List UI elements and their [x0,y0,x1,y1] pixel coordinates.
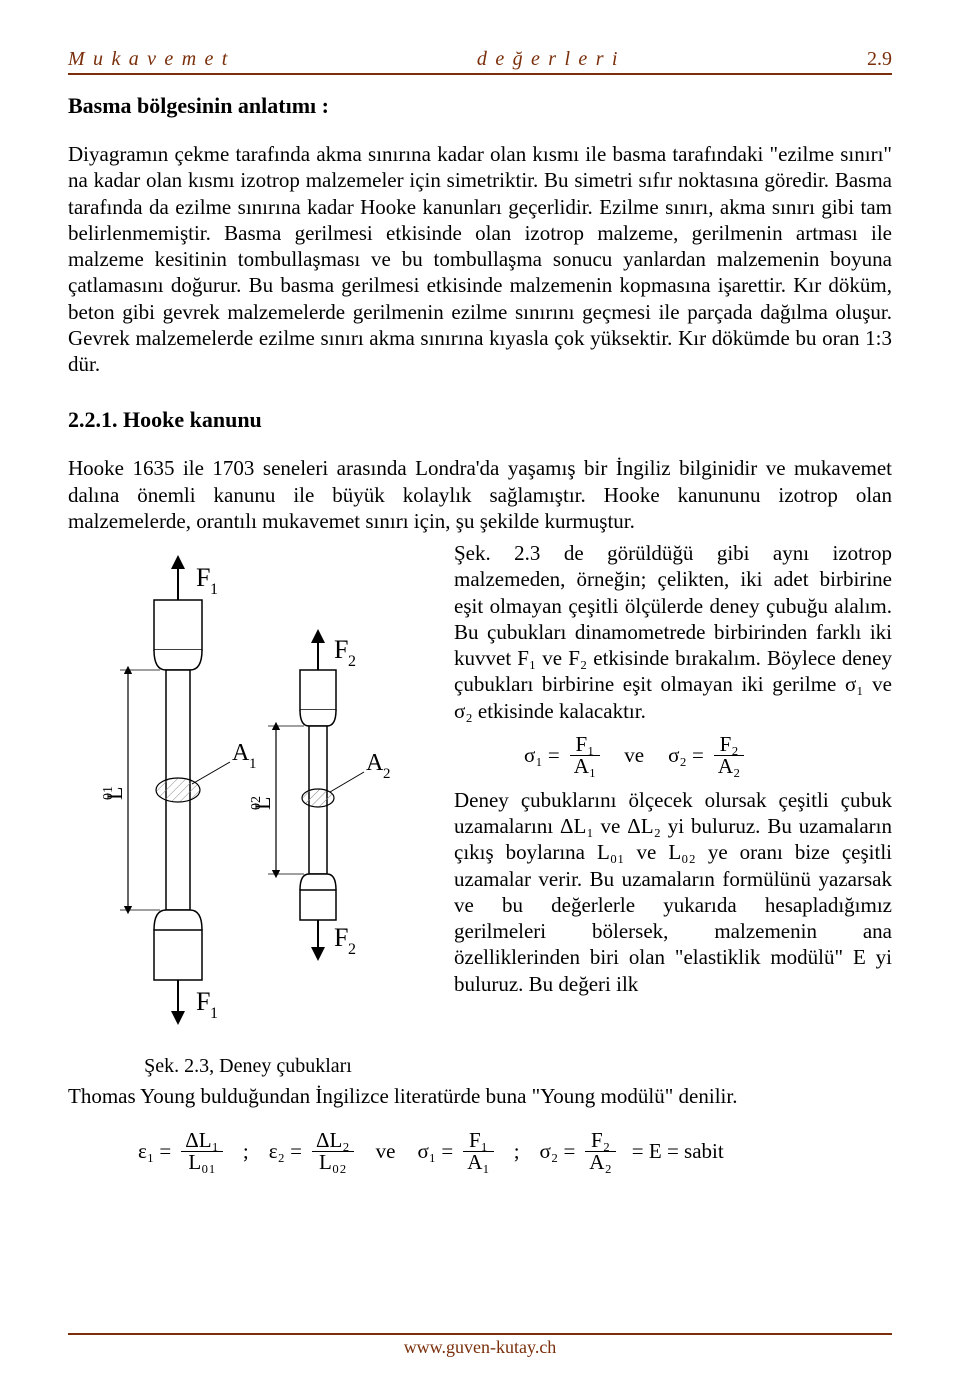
eq-sigma2b-den: A₂ [585,1152,616,1173]
rhs-para-1: Şek. 2.3 de görüldüğü gibi aynı izotrop … [454,540,892,724]
eq-sigma2b-frac: F₂ A₂ [585,1130,616,1173]
young-modulus-line: Thomas Young bulduğundan İngilizce liter… [68,1084,892,1109]
running-head-right: değerleri [477,48,626,71]
subhead: Basma bölgesinin anlatımı : [68,93,892,119]
eq-sigma2b-num: F₂ [585,1130,616,1152]
eq-eps1-num: ΔL₁ [181,1130,223,1152]
svg-text:F: F [334,635,348,664]
page: Mukavemet değerleri 2.9 Basma bölgesinin… [0,0,960,1243]
svg-text:A: A [232,740,250,766]
running-head: Mukavemet değerleri 2.9 [68,48,892,75]
eq-eps2-lhs: ε₂ = [269,1139,302,1164]
eq-sigma1-frac: F₁ A₁ [570,734,601,777]
figure-2-3: F 1 F 1 A 1 [68,540,428,1045]
svg-text:F: F [334,923,348,952]
eq-sigma1-den: A₁ [570,756,601,777]
specimen-diagram: F 1 F 1 A 1 [68,540,428,1040]
svg-text:F: F [196,987,210,1016]
figure-column: F 1 F 1 A 1 [68,540,428,1078]
svg-text:F: F [196,563,210,592]
eq-semi-2: ; [514,1139,520,1164]
eq-sigma1b-num: F₁ [463,1130,494,1152]
section-heading: 2.2.1. Hooke kanunu [68,407,892,433]
eq-eps1-den: L₀₁ [181,1152,223,1173]
figure-caption: Şek. 2.3, Deney çubukları [68,1055,428,1078]
eq-eps2-frac: ΔL₂ L₀₂ [312,1130,354,1173]
paragraph-2: Hooke 1635 ile 1703 seneleri arasında Lo… [68,455,892,534]
paragraph-1: Diyagramın çekme tarafında akma sınırına… [68,141,892,377]
eq-sigma1b-den: A₁ [463,1152,494,1173]
rhs-para-2: Deney çubuklarını ölçecek olursak çeşitl… [454,787,892,997]
eq-sigma1b-frac: F₁ A₁ [463,1130,494,1173]
eq-sigma2-den: A₂ [714,756,745,777]
right-column: Şek. 2.3 de görüldüğü gibi aynı izotrop … [454,540,892,997]
svg-text:1: 1 [210,1005,218,1022]
eq-eps1-frac: ΔL₁ L₀₁ [181,1130,223,1173]
eq-sigma1-num: F₁ [570,734,601,756]
svg-text:1: 1 [210,581,218,598]
eq-sigma1b-lhs: σ₁ = [417,1139,453,1164]
svg-text:2: 2 [383,766,391,782]
svg-text:A: A [366,750,384,776]
svg-text:02: 02 [249,796,264,810]
svg-text:2: 2 [348,653,356,670]
equation-sigma: σ₁ = F₁ A₁ ve σ₂ = F₂ A₂ [524,734,892,777]
page-number: 2.9 [867,48,892,71]
eq-sigma2-frac: F₂ A₂ [714,734,745,777]
running-head-left: Mukavemet [68,48,236,71]
eq-tail: = E = sabit [632,1139,724,1164]
eq-eps2-den: L₀₂ [312,1152,354,1173]
section-number: 2.2.1. [68,407,118,432]
eq-sigma2-num: F₂ [714,734,745,756]
equation-epsilon: ε₁ = ΔL₁ L₀₁ ; ε₂ = ΔL₂ L₀₂ ve σ₁ = F₁ A… [138,1130,892,1173]
eq-semi-1: ; [243,1139,249,1164]
eq-sigma1-lhs: σ₁ = [524,743,560,768]
footer-url: www.guven-kutay.ch [68,1333,892,1358]
svg-text:2: 2 [348,941,356,958]
eq-ve-1: ve [624,743,644,768]
figure-text-row: F 1 F 1 A 1 [68,540,892,1078]
svg-text:01: 01 [101,786,116,800]
eq-eps2-num: ΔL₂ [312,1130,354,1152]
eq-ve-2: ve [376,1139,396,1164]
eq-sigma2-lhs: σ₂ = [668,743,704,768]
eq-eps1-lhs: ε₁ = [138,1139,171,1164]
eq-sigma2b-lhs: σ₂ = [540,1139,576,1164]
svg-text:1: 1 [249,756,257,772]
section-title: Hooke kanunu [123,407,262,432]
